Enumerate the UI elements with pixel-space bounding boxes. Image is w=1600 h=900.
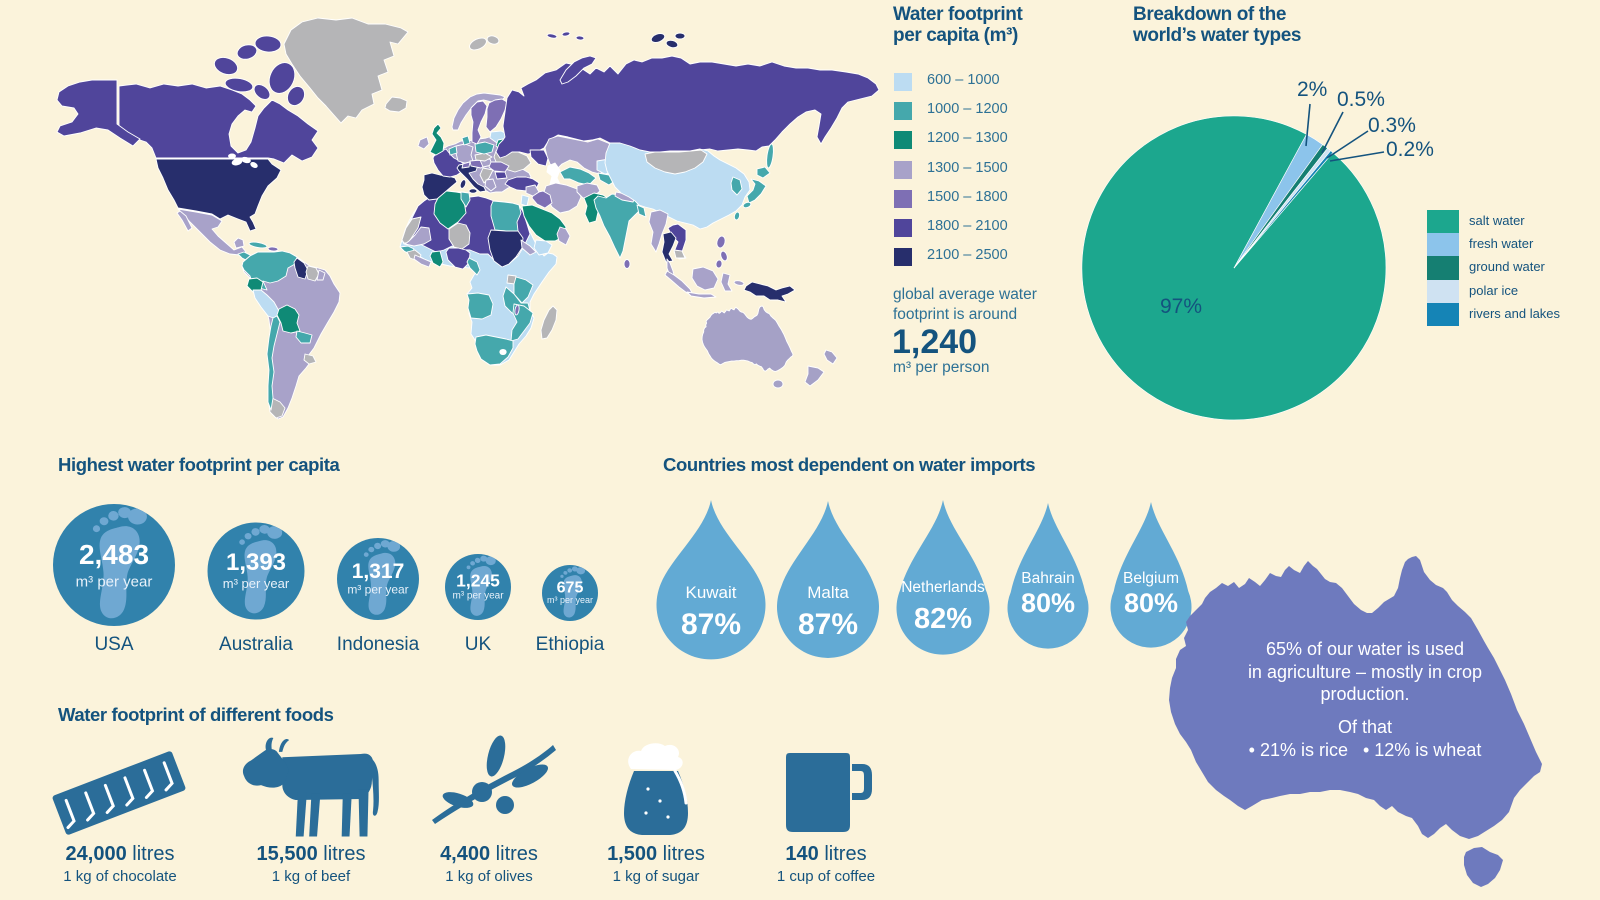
svg-text:UK: UK <box>465 634 492 655</box>
svg-text:1,317: 1,317 <box>352 560 405 583</box>
svg-text:Malta: Malta <box>807 583 849 602</box>
svg-text:87%: 87% <box>798 608 858 641</box>
svg-text:675: 675 <box>557 579 584 596</box>
svg-text:1,393: 1,393 <box>226 549 286 576</box>
svg-text:Indonesia: Indonesia <box>337 634 420 655</box>
svg-text:m³ per year: m³ per year <box>547 595 593 605</box>
svg-text:Bahrain: Bahrain <box>1021 570 1074 587</box>
svg-text:Belgium: Belgium <box>1123 570 1179 587</box>
svg-text:m³ per year: m³ per year <box>452 591 504 602</box>
svg-text:Ethiopia: Ethiopia <box>536 634 605 655</box>
svg-text:Australia: Australia <box>219 634 293 655</box>
svg-text:m³ per year: m³ per year <box>347 582 408 596</box>
svg-text:82%: 82% <box>914 603 972 635</box>
svg-text:USA: USA <box>94 634 133 655</box>
svg-text:1,245: 1,245 <box>456 570 500 590</box>
svg-text:80%: 80% <box>1021 588 1075 618</box>
svg-text:Kuwait: Kuwait <box>685 583 736 602</box>
svg-text:m³ per year: m³ per year <box>223 576 290 591</box>
svg-text:87%: 87% <box>681 608 741 641</box>
svg-text:80%: 80% <box>1124 588 1178 618</box>
svg-text:Netherlands: Netherlands <box>901 579 985 596</box>
svg-text:2,483: 2,483 <box>79 539 149 570</box>
svg-text:m³ per year: m³ per year <box>76 573 153 590</box>
